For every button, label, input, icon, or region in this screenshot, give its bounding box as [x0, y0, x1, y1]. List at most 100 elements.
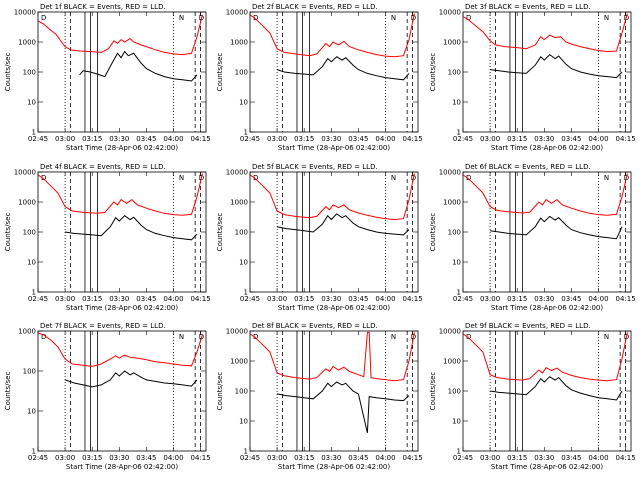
x-tick-label: 04:00	[375, 454, 395, 462]
x-tick-label: 03:00	[480, 135, 500, 143]
corner-label: N	[179, 333, 184, 341]
corner-label: D	[41, 14, 46, 22]
x-tick-label: 03:15	[82, 454, 102, 462]
y-tick-label: 1000	[230, 358, 248, 366]
y-axis-label: Counts/sec	[4, 372, 12, 411]
y-tick-label: 1000	[443, 199, 461, 207]
x-tick-label: 02:45	[28, 135, 48, 143]
corner-label: D	[253, 14, 258, 22]
x-tick-label: 03:15	[82, 295, 102, 303]
x-axis-label: Start Time (28-Apr-06 02:42:00)	[491, 304, 603, 312]
y-tick-label: 100	[23, 368, 36, 376]
series-line	[490, 215, 623, 240]
corner-label: D	[466, 333, 471, 341]
x-tick-label: 04:00	[163, 454, 183, 462]
series-line	[37, 14, 203, 56]
x-axis-label: Start Time (28-Apr-06 02:42:00)	[66, 144, 178, 152]
chart-panel: Det 7f BLACK = Events, RED = LLD. 02:45 03…	[4, 322, 211, 471]
x-tick-label: 03:15	[294, 295, 314, 303]
y-tick-label: 10000	[439, 9, 461, 17]
y-axis-label: Counts/sec	[429, 53, 437, 92]
y-tick-label: 100	[448, 229, 461, 237]
x-tick-label: 03:00	[55, 135, 75, 143]
chart-title: Det 6f BLACK = Events, RED = LLD.	[465, 163, 591, 171]
plot-frame	[249, 330, 419, 452]
x-tick-label: 03:00	[55, 295, 75, 303]
corner-label: D	[466, 174, 471, 182]
x-tick-label: 04:00	[163, 135, 183, 143]
y-tick-label: 1	[244, 448, 248, 456]
x-tick-label: 03:45	[348, 295, 368, 303]
y-axis-label: Counts/sec	[4, 213, 12, 252]
y-tick-label: 10000	[14, 9, 36, 17]
x-tick-label: 03:30	[109, 454, 129, 462]
y-tick-label: 1	[457, 129, 461, 137]
corner-label: N	[391, 333, 396, 341]
series-line	[37, 332, 203, 367]
plot-frame	[37, 330, 207, 452]
x-tick-label: 04:15	[402, 135, 422, 143]
x-axis-label: Start Time (28-Apr-06 02:42:00)	[491, 463, 603, 471]
x-tick-label: 04:00	[588, 135, 608, 143]
corner-label: N	[179, 174, 184, 182]
series-line	[249, 173, 415, 221]
y-tick-label: 100	[235, 388, 248, 396]
x-tick-label: 04:15	[615, 295, 635, 303]
plot-frame	[249, 11, 419, 133]
chart-panel: Det 2f BLACK = Events, RED = LLD. 02:45 03…	[216, 3, 423, 152]
x-tick-label: 02:45	[453, 454, 473, 462]
chart-panel: Det 9f BLACK = Events, RED = LLD. 02:45 03…	[429, 322, 636, 471]
x-tick-label: 03:30	[321, 295, 341, 303]
y-axis-label: Counts/sec	[4, 53, 12, 92]
x-tick-label: 03:45	[136, 295, 156, 303]
y-tick-label: 10000	[439, 169, 461, 177]
y-tick-label: 10	[27, 408, 36, 416]
x-tick-label: 03:30	[109, 135, 129, 143]
x-axis-label: Start Time (28-Apr-06 02:42:00)	[66, 304, 178, 312]
x-axis-label: Start Time (28-Apr-06 02:42:00)	[278, 144, 390, 152]
y-tick-label: 10	[239, 99, 248, 107]
corner-label: N	[604, 174, 609, 182]
chart-title: Det 5f BLACK = Events, RED = LLD.	[252, 163, 378, 171]
y-tick-label: 10	[452, 418, 461, 426]
x-tick-label: 02:45	[28, 295, 48, 303]
series-line	[490, 376, 623, 401]
series-line	[64, 370, 198, 388]
series-line	[462, 173, 628, 216]
x-axis-label: Start Time (28-Apr-06 02:42:00)	[278, 304, 390, 312]
y-tick-label: 10	[239, 259, 248, 267]
y-tick-label: 1000	[230, 199, 248, 207]
chart-title: Det 2f BLACK = Events, RED = LLD.	[252, 3, 378, 11]
series-line	[462, 332, 628, 382]
y-tick-label: 1	[457, 448, 461, 456]
corner-label: D	[253, 174, 258, 182]
x-tick-label: 03:00	[480, 454, 500, 462]
x-tick-label: 03:30	[321, 454, 341, 462]
chart-panel: Det 1f BLACK = Events, RED = LLD. 02:45 03…	[4, 3, 211, 152]
y-tick-label: 1000	[18, 199, 36, 207]
y-tick-label: 10000	[14, 169, 36, 177]
series-line	[65, 215, 198, 241]
x-tick-label: 04:00	[588, 295, 608, 303]
x-tick-label: 03:15	[507, 454, 527, 462]
corner-label: N	[604, 333, 609, 341]
y-axis-label: Counts/sec	[216, 53, 224, 92]
x-tick-label: 03:15	[507, 135, 527, 143]
x-tick-label: 02:45	[28, 454, 48, 462]
y-tick-label: 100	[235, 229, 248, 237]
x-tick-label: 02:45	[453, 135, 473, 143]
y-tick-label: 100	[23, 69, 36, 77]
y-tick-label: 10000	[439, 328, 461, 336]
x-tick-label: 03:45	[136, 454, 156, 462]
corner-label: D	[466, 14, 471, 22]
y-tick-label: 1000	[18, 328, 36, 336]
x-tick-label: 04:15	[615, 135, 635, 143]
chart-title: Det 1f BLACK = Events, RED = LLD.	[40, 3, 166, 11]
x-tick-label: 03:00	[267, 454, 287, 462]
x-tick-label: 03:00	[55, 454, 75, 462]
y-tick-label: 10	[27, 259, 36, 267]
y-tick-label: 1	[32, 129, 36, 137]
plot-frame	[462, 171, 632, 293]
x-tick-label: 03:00	[267, 135, 287, 143]
